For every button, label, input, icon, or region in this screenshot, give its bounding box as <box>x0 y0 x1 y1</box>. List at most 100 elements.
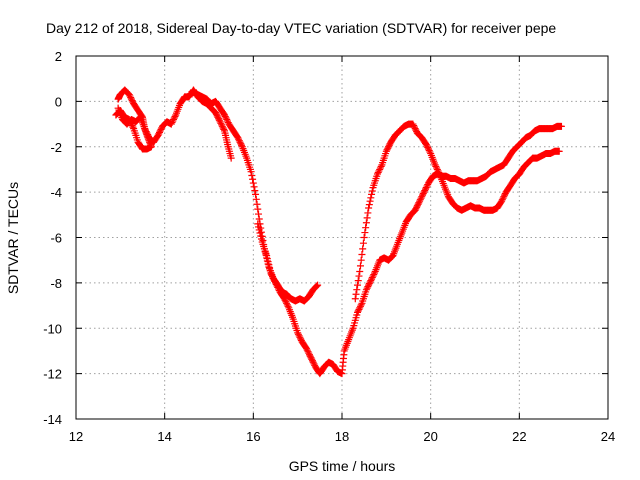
data-point <box>237 140 245 148</box>
data-point <box>304 348 312 356</box>
x-tick-label: 20 <box>423 429 437 444</box>
data-point <box>256 229 264 237</box>
data-point <box>498 196 506 204</box>
data-point <box>376 164 384 172</box>
data-point <box>421 187 429 195</box>
data-point <box>375 167 383 175</box>
data-point <box>498 197 506 205</box>
chart-title: Day 212 of 2018, Sidereal Day-to-day VTE… <box>46 20 556 36</box>
data-point <box>303 346 311 354</box>
data-point <box>274 283 282 291</box>
data-point <box>269 274 277 282</box>
data-point <box>365 201 373 209</box>
data-point <box>374 168 382 176</box>
data-point <box>434 167 442 175</box>
data-point <box>156 127 164 135</box>
data-point <box>433 165 441 173</box>
data-point <box>354 307 362 315</box>
x-tick-label: 16 <box>246 429 260 444</box>
data-point <box>357 301 365 309</box>
data-point <box>234 134 242 142</box>
data-point <box>424 145 432 153</box>
data-point <box>370 271 378 279</box>
data-point <box>255 226 263 234</box>
data-point <box>424 144 432 152</box>
data-point <box>362 219 370 227</box>
data-point <box>309 358 317 366</box>
data-point <box>411 206 419 214</box>
data-point <box>223 117 231 125</box>
data-point <box>257 235 265 243</box>
data-point <box>281 296 289 304</box>
data-point <box>263 252 271 260</box>
data-point <box>265 261 273 269</box>
data-point <box>414 200 422 208</box>
data-point <box>216 118 224 126</box>
data-point <box>212 109 220 117</box>
data-point <box>368 275 376 283</box>
data-point <box>360 234 368 241</box>
data-point <box>555 147 563 155</box>
data-point <box>273 282 281 290</box>
data-point <box>127 95 135 103</box>
data-point <box>313 282 321 290</box>
data-point <box>385 143 393 151</box>
data-point <box>367 194 375 202</box>
data-point <box>294 329 302 337</box>
data-point <box>283 299 291 307</box>
x-axis-label: GPS time / hours <box>289 458 396 474</box>
data-point <box>412 205 420 213</box>
data-point <box>255 210 263 218</box>
data-point <box>499 194 507 202</box>
data-point <box>143 129 151 137</box>
data-point <box>501 191 509 199</box>
data-point <box>310 360 318 368</box>
data-point <box>433 164 441 172</box>
data-point <box>368 187 376 195</box>
data-point <box>252 195 260 203</box>
data-point <box>413 203 421 211</box>
data-point <box>282 298 290 306</box>
data-point <box>129 98 137 106</box>
data-point <box>363 284 371 292</box>
data-point <box>500 193 508 201</box>
data-point <box>254 220 262 228</box>
data-point <box>170 116 178 124</box>
data-point <box>361 229 369 237</box>
y-tick-label: -8 <box>50 276 62 291</box>
data-point <box>294 330 302 338</box>
data-point <box>236 138 244 146</box>
y-tick-label: -14 <box>43 412 62 427</box>
data-point <box>425 147 433 155</box>
data-point <box>355 272 363 280</box>
data-point <box>169 117 177 125</box>
data-point <box>364 209 372 217</box>
data-point <box>255 215 263 223</box>
data-point <box>409 120 417 128</box>
data-point <box>305 351 313 359</box>
data-point <box>432 162 440 170</box>
data-point <box>359 239 367 247</box>
data-point <box>247 168 255 176</box>
data-point <box>171 113 179 120</box>
series-arc-5 <box>351 120 563 303</box>
data-point <box>250 183 258 191</box>
data-point <box>423 182 431 190</box>
data-point <box>222 114 230 122</box>
data-point <box>354 277 362 285</box>
grid-lines <box>76 56 608 419</box>
y-tick-label: -2 <box>50 140 62 155</box>
data-point <box>356 262 364 270</box>
data-point <box>227 154 235 162</box>
data-point <box>356 302 364 310</box>
data-point <box>284 302 292 310</box>
data-point <box>362 224 370 232</box>
y-tick-label: 2 <box>55 49 62 64</box>
data-point <box>238 141 246 149</box>
x-tick-label: 18 <box>335 429 349 444</box>
data-point <box>114 95 122 103</box>
data-point <box>416 196 424 204</box>
data-point <box>371 269 379 277</box>
data-point <box>351 295 359 303</box>
